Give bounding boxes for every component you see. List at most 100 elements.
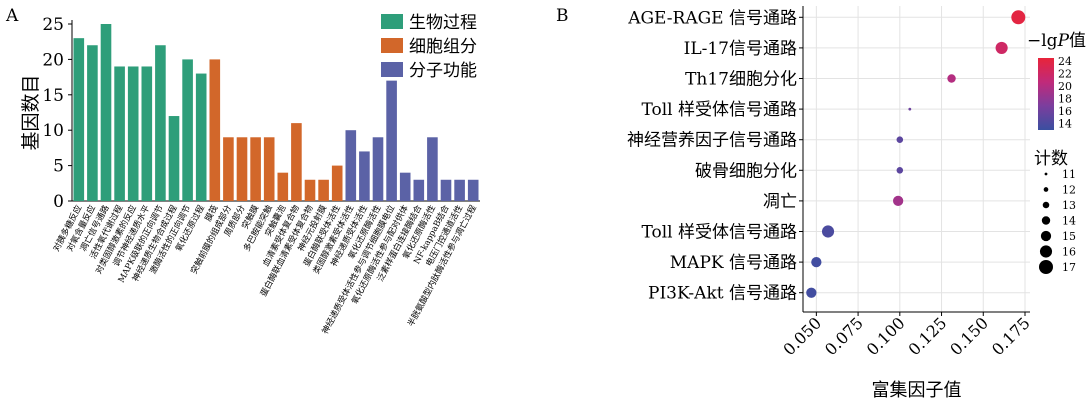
- bar: [467, 179, 479, 201]
- bar: [141, 66, 153, 201]
- color-bar: [1038, 58, 1054, 130]
- x-tick-label: 0.050: [779, 313, 825, 359]
- bar: [331, 165, 343, 201]
- size-legend-label: 15: [1062, 230, 1076, 243]
- size-legend-label: 14: [1062, 215, 1076, 228]
- y-tick-label: PI3K-Akt 信号通路: [648, 284, 797, 304]
- bar: [277, 172, 289, 201]
- y-tick-label: 10: [42, 121, 64, 141]
- data-point: [947, 74, 956, 83]
- y-tick-label: 15: [42, 86, 64, 106]
- bar: [195, 73, 207, 201]
- legend-label: 生物过程: [409, 13, 477, 33]
- bar: [250, 137, 261, 201]
- color-bar-tick-label: 22: [1058, 68, 1072, 81]
- bar: [291, 123, 302, 201]
- y-tick-label: IL-17信号通路: [684, 39, 797, 59]
- bar: [236, 137, 248, 201]
- color-bar-tick-label: 24: [1058, 55, 1072, 68]
- data-point: [896, 136, 904, 143]
- data-point: [995, 41, 1008, 54]
- bar: [127, 66, 139, 201]
- color-legend-title: −lgP值: [1027, 31, 1086, 51]
- legend-swatch: [381, 38, 403, 53]
- color-bar-tick-label: 14: [1058, 118, 1072, 131]
- x-tick-label: 0.100: [863, 313, 909, 359]
- color-bar-tick-label: 20: [1058, 80, 1072, 93]
- size-legend-label: 12: [1062, 184, 1076, 197]
- bar: [345, 130, 357, 201]
- bar: [114, 66, 125, 201]
- bar: [386, 80, 397, 201]
- y-tick-label: 0: [53, 192, 64, 212]
- bar: [427, 137, 438, 201]
- x-axis-label: 富集因子值: [872, 380, 962, 401]
- legend-label: 细胞组分: [409, 37, 477, 57]
- grid: [803, 6, 1030, 312]
- data-point: [893, 195, 904, 207]
- y-tick-label: Th17细胞分化: [685, 70, 797, 90]
- data-point: [908, 107, 912, 111]
- bar-chart: 0510152025基因数目对胰多糖反应对氧含量反应凋亡信号通路活性氧代谢过程对…: [20, 13, 480, 336]
- size-legend-title: 计数: [1034, 149, 1068, 169]
- size-legend-label: 13: [1062, 199, 1076, 212]
- size-legend-label: 16: [1062, 246, 1076, 259]
- color-bar-tick-label: 18: [1058, 93, 1072, 106]
- bar: [209, 59, 221, 202]
- y-axis-label: 基因数目: [20, 74, 42, 150]
- panel-b-letter: B: [556, 6, 569, 26]
- y-tick-label: 5: [53, 157, 64, 177]
- size-legend-dot: [1040, 230, 1052, 242]
- dot-chart: AGE-RAGE 信号通路 IL-17信号通路 Th17细胞分化 Toll 样受体信号…: [627, 6, 1086, 401]
- data-point: [896, 167, 904, 174]
- color-bar-tick-label: 16: [1058, 105, 1072, 118]
- y-tick-label: AGE-RAGE 信号通路: [627, 8, 797, 28]
- legend-swatch: [381, 62, 403, 77]
- size-legend-dot: [1042, 201, 1050, 209]
- data-point: [806, 287, 817, 298]
- legend-label: 分子功能: [409, 61, 477, 81]
- x-tick-label: 0.075: [821, 313, 867, 359]
- y-tick-label: 破骨细胞分化: [695, 161, 797, 181]
- y-tick-label: MAPK 信号通路: [670, 253, 797, 273]
- bar: [182, 59, 193, 202]
- size-legend-label: 11: [1062, 168, 1076, 181]
- y-tick-label: Toll 样受体信号通路: [641, 223, 797, 243]
- x-tick-label: 0.175: [988, 313, 1034, 359]
- y-tick-label: 20: [42, 50, 64, 70]
- x-tick-label: 0.125: [905, 313, 951, 359]
- bar: [454, 179, 465, 201]
- data-point: [821, 225, 835, 238]
- panel-b: B AGE-RAGE 信号通路 IL-17信号通路 Th17细胞分化 Toll 样受体…: [530, 0, 1091, 405]
- bar: [223, 137, 234, 201]
- bar: [87, 45, 98, 201]
- bar: [440, 179, 452, 201]
- size-legend-label: 17: [1062, 261, 1076, 274]
- bar: [399, 172, 411, 201]
- bar: [359, 151, 370, 201]
- x-tick-label: 0.150: [946, 313, 992, 359]
- data-point: [1011, 10, 1026, 25]
- bar: [318, 179, 329, 201]
- bar: [155, 45, 166, 201]
- bar: [304, 179, 316, 201]
- bar: [372, 137, 384, 201]
- bar: [263, 137, 275, 201]
- legend-swatch: [381, 14, 403, 29]
- size-legend-dot: [1044, 172, 1048, 176]
- y-tick-label: 凋亡: [763, 192, 797, 212]
- size-legend-dot: [1039, 260, 1053, 274]
- bar: [73, 38, 85, 201]
- y-tick-label: 25: [42, 15, 64, 35]
- size-legend-dot: [1041, 216, 1051, 225]
- bar: [413, 179, 425, 201]
- y-tick-label: 神经营养因子信号通路: [627, 131, 797, 151]
- y-tick-label: Toll 样受体信号通路: [641, 100, 797, 120]
- bar: [100, 24, 112, 201]
- panel-a: A 0 5 10 15 20 25 基因数目 对胰多糖反应 对氧含量反应 凋亡信号通路 活性氧代谢过…: [0, 0, 530, 405]
- data-point: [811, 256, 822, 268]
- size-legend-dot: [1039, 245, 1053, 258]
- size-legend-dot: [1043, 187, 1049, 192]
- bar: [168, 116, 180, 201]
- panel-a-letter: A: [6, 6, 19, 26]
